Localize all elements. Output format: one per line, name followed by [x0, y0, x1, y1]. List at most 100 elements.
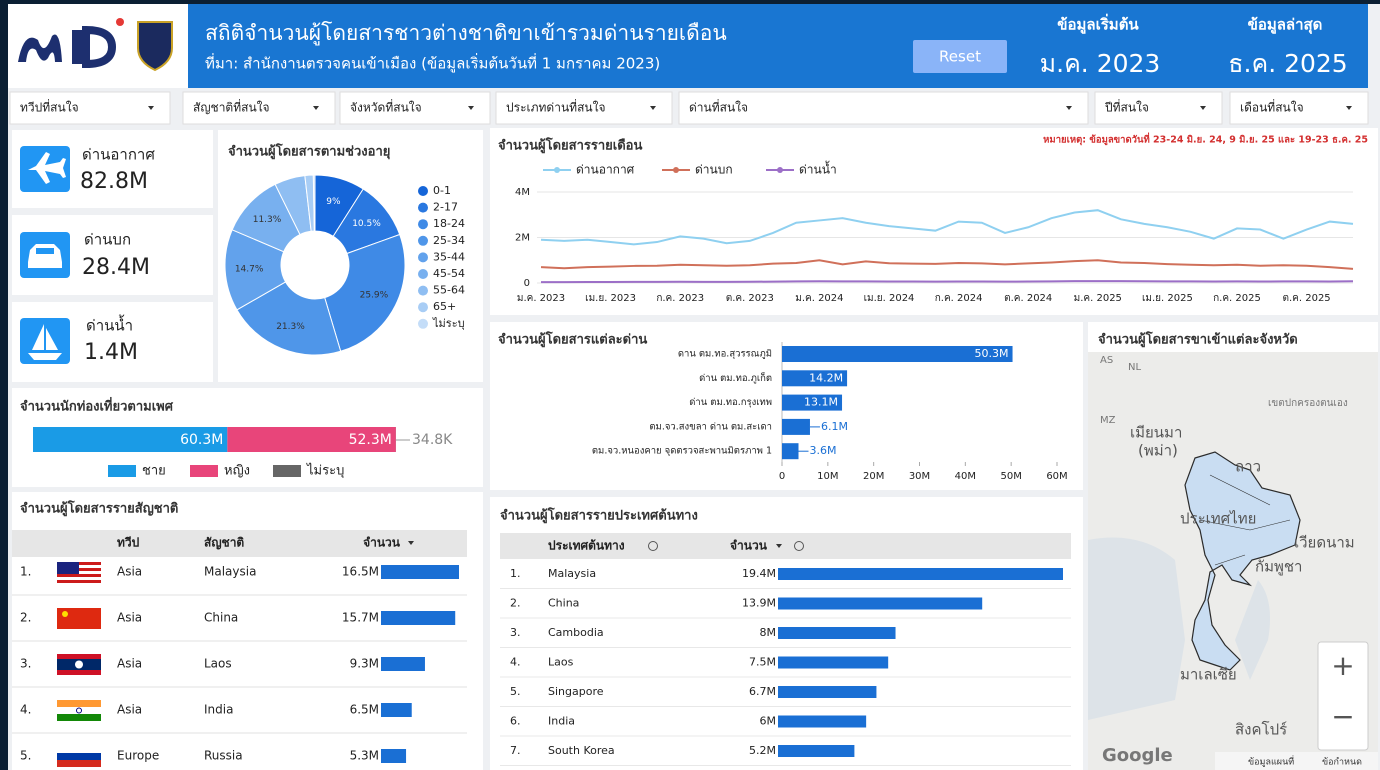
table-title: จำนวนผู้โดยสารรายสัญชาติ [20, 500, 178, 517]
filter-label[interactable]: สัญชาติที่สนใจ [193, 99, 270, 115]
column-header[interactable]: จำนวน [363, 536, 401, 550]
rank: 1. [20, 565, 31, 579]
slice-label: 10.5% [352, 219, 381, 229]
legend-label: ด่านบก [695, 163, 733, 177]
x-tick-label: ต.ค. 2024 [1004, 293, 1052, 304]
legend-swatch [418, 252, 428, 263]
filter-label[interactable]: ด่านที่สนใจ [689, 99, 748, 115]
dropdown-arrow[interactable] [1346, 106, 1352, 110]
flag [57, 700, 101, 707]
legend-swatch [418, 269, 428, 279]
zoom-in[interactable]: + [1331, 649, 1354, 682]
x-tick-label: เม.ย. 2024 [864, 293, 915, 304]
donut-slice [324, 233, 406, 352]
filter-label[interactable]: ปีที่สนใจ [1104, 99, 1149, 115]
dropdown-arrow[interactable] [148, 106, 154, 110]
legend-dot [673, 167, 679, 173]
column-header: ทวีป [117, 536, 140, 550]
kpi-value: 82.8M [80, 169, 148, 194]
flag [62, 611, 68, 617]
rank: 5. [510, 685, 521, 698]
map-label: กัมพูชา [1255, 558, 1302, 576]
annotation: หมายเหตุ: ข้อมูลขาดวันที่ 23-24 มิ.ย. 24… [1043, 132, 1368, 147]
filter-dropdown[interactable] [678, 91, 1089, 125]
flag [57, 753, 101, 760]
filter-dropdown[interactable] [1229, 91, 1369, 125]
car-icon [28, 244, 62, 268]
reset-label[interactable]: Reset [939, 48, 981, 66]
filter-label[interactable]: ประเภทด่านที่สนใจ [506, 99, 606, 115]
category-label: ด่าน ตม.ทอ.ภูเก็ต [699, 371, 772, 384]
legend-swatch [418, 186, 428, 196]
nationality: India [204, 703, 233, 717]
zoom-out[interactable]: − [1331, 700, 1354, 733]
legend-dot [554, 167, 560, 173]
column-header[interactable]: จำนวน [730, 539, 768, 553]
kpi-label: ด่านน้ำ [86, 315, 133, 335]
value-label: 15.7M [342, 611, 379, 625]
continent: Asia [117, 565, 142, 579]
dropdown-arrow[interactable] [650, 106, 656, 110]
value-label: 8M [760, 626, 777, 639]
sort-arrow[interactable] [776, 544, 782, 548]
donut-slice [236, 281, 342, 356]
x-tick-label: 30M [909, 471, 930, 482]
dropdown-arrow[interactable] [468, 106, 474, 110]
legend-swatch [418, 219, 428, 230]
category-label: ตม.จว.สงขลา ด่าน ตม.สะเดา [649, 421, 772, 432]
plane-icon [28, 152, 66, 184]
country: Laos [548, 656, 574, 669]
x-tick-label: ม.ค. 2025 [1074, 293, 1122, 304]
filter-dropdown[interactable] [339, 91, 491, 125]
nationality: Russia [204, 749, 243, 763]
dropdown-arrow[interactable] [1066, 106, 1072, 110]
column-header: ประเทศต้นทาง [548, 539, 625, 553]
reset-button[interactable] [913, 40, 1007, 73]
map-label: AS [1100, 355, 1113, 366]
filter-dropdown[interactable] [182, 91, 336, 125]
legend-swatch [418, 202, 428, 213]
x-tick-label: ต.ค. 2025 [1283, 293, 1331, 304]
start-label: ข้อมูลเริ่มต้น [1057, 14, 1139, 35]
sort-arrow[interactable] [408, 541, 414, 545]
table-header [12, 530, 467, 557]
legend-swatch [190, 465, 218, 477]
nationality: China [204, 611, 238, 625]
flag [76, 707, 82, 714]
map-data-link[interactable]: ข้อมูลแผนที่ [1248, 755, 1294, 768]
chart-title: จำนวนผู้โดยสารตามช่วงอายุ [228, 143, 390, 160]
map-label: NL [1128, 362, 1141, 373]
dropdown-arrow[interactable] [1200, 106, 1206, 110]
donut-slice [312, 174, 316, 232]
value-label: 6.1M [821, 420, 848, 433]
legend-label: 65+ [433, 300, 456, 313]
flag [57, 608, 101, 629]
legend-swatch [273, 465, 301, 477]
map-label: เขตปกครองตนเอง [1268, 398, 1348, 409]
bar [381, 611, 456, 625]
filter-dropdown[interactable] [9, 91, 171, 125]
terms-link[interactable]: ข้อกำหนด [1322, 757, 1362, 768]
value-label: 16.5M [342, 565, 379, 579]
filter-label[interactable]: เดือนที่สนใจ [1240, 99, 1304, 115]
kpi-value: 28.4M [82, 255, 150, 280]
map-label: เมียนมา [1130, 424, 1182, 442]
series-line [540, 209, 1354, 246]
x-tick-label: ต.ค. 2023 [726, 293, 774, 304]
bar [381, 703, 412, 717]
dropdown-arrow[interactable] [313, 106, 319, 110]
bar [778, 656, 889, 669]
map-label: ลาว [1235, 458, 1261, 476]
filter-label[interactable]: จังหวัดที่สนใจ [350, 99, 422, 115]
legend-label: ไม่ระบุ [432, 317, 465, 330]
filter-dropdown[interactable] [495, 91, 673, 125]
attribution-bar [1215, 752, 1378, 770]
value-label: 6M [760, 715, 777, 728]
continent: Asia [117, 611, 142, 625]
bar [778, 686, 877, 698]
filter-dropdown[interactable] [1094, 91, 1223, 125]
filter-label[interactable]: ทวีปที่สนใจ [20, 99, 79, 115]
legend-label: 25-34 [433, 234, 465, 247]
rank: 6. [510, 715, 521, 728]
chart-title: จำนวนนักท่องเที่ยวตามเพศ [20, 397, 174, 415]
